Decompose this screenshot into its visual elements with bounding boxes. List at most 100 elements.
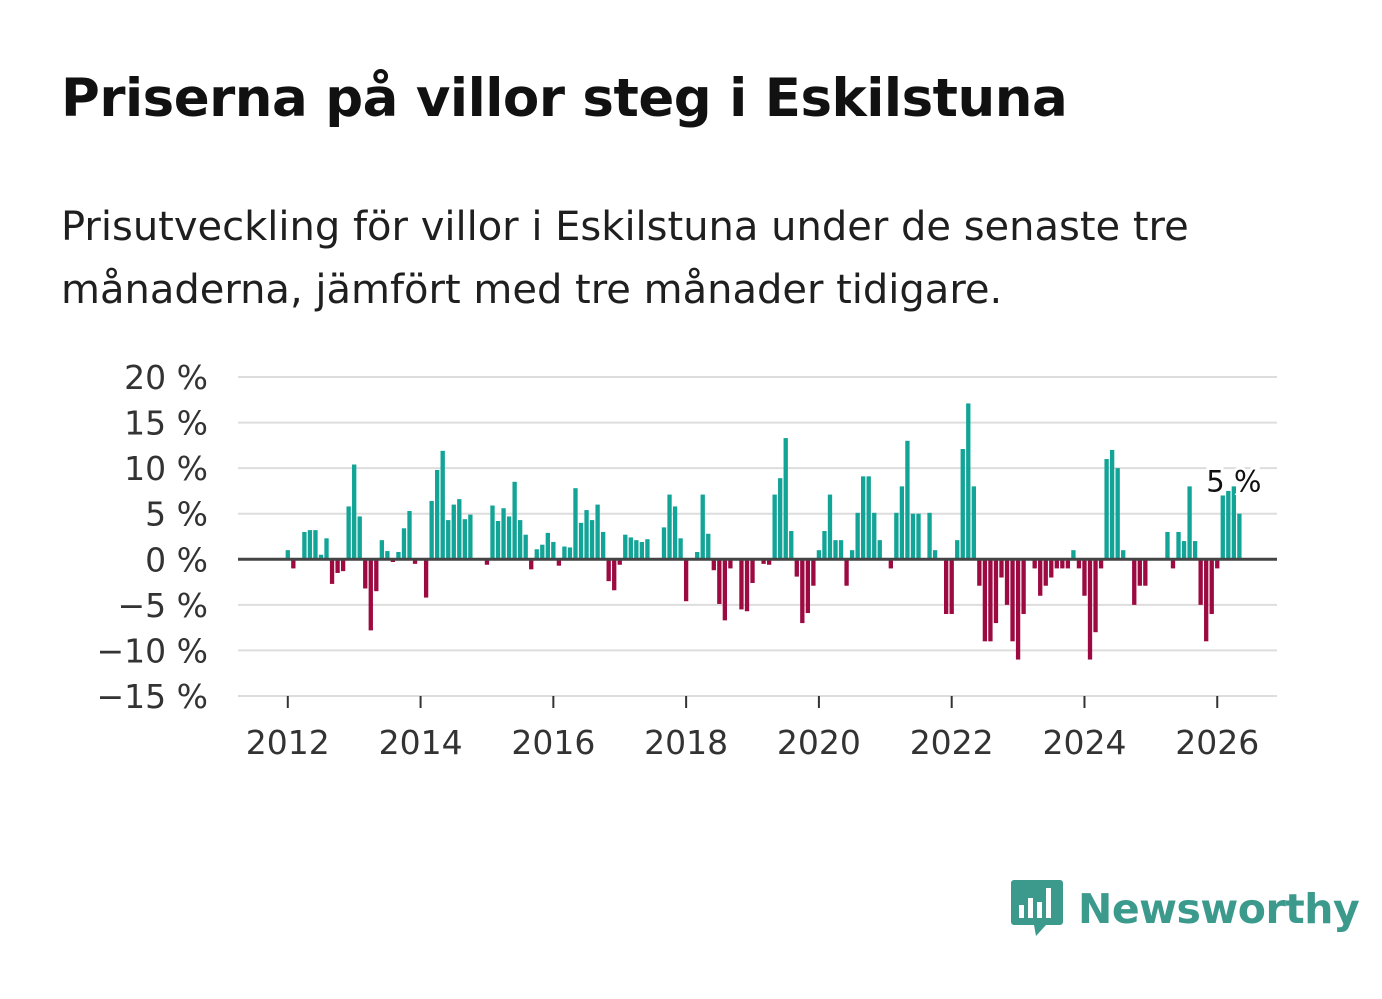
- bar-131: [1010, 559, 1015, 642]
- bar-60: [617, 559, 622, 565]
- bar-169: [1220, 495, 1225, 560]
- x-tick-label: 2020: [777, 723, 861, 762]
- bar-14: [363, 559, 368, 589]
- chart-subtitle: Prisutveckling för villor i Eskilstuna u…: [61, 204, 1189, 313]
- bar-13: [357, 516, 362, 560]
- bar-165: [1198, 559, 1203, 605]
- bar-64: [639, 541, 645, 560]
- bar-40: [506, 516, 512, 560]
- bar-120: [949, 559, 954, 614]
- bar-110: [894, 512, 899, 560]
- bar-65: [645, 539, 650, 560]
- bar-42: [518, 520, 523, 560]
- bar-112: [905, 440, 910, 560]
- bar-41: [512, 481, 517, 560]
- bar-16: [374, 559, 379, 592]
- bar-57: [600, 531, 606, 560]
- bar-148: [1104, 459, 1109, 560]
- bar-140: [1060, 559, 1065, 569]
- x-tick-label: 2024: [1042, 723, 1126, 762]
- annotation-group: 5 %: [1203, 462, 1264, 502]
- bar-4: [307, 530, 313, 560]
- bar-160: [1170, 559, 1176, 569]
- bar-59: [612, 559, 617, 591]
- bar-30: [451, 504, 456, 560]
- bar-9: [335, 559, 340, 573]
- bar-167: [1209, 559, 1214, 614]
- bar-144: [1082, 559, 1087, 596]
- bar-22: [407, 510, 412, 560]
- bar-76: [706, 533, 711, 560]
- y-tick-label: −10 %: [97, 631, 209, 670]
- bar-109: [888, 559, 893, 569]
- bar-94: [805, 559, 811, 614]
- bar-149: [1109, 449, 1115, 560]
- bar-93: [800, 559, 805, 624]
- price-change-chart: 20 %15 %10 %5 %0 %−5 %−10 %−15 % 2012 201…: [97, 358, 1277, 762]
- bar-72: [683, 559, 689, 602]
- bar-147: [1098, 559, 1104, 569]
- bar-132: [1015, 559, 1021, 660]
- bar-52: [573, 488, 578, 560]
- bar-168: [1215, 559, 1220, 569]
- bar-58: [606, 559, 611, 582]
- bar-55: [589, 520, 595, 560]
- bar-31: [457, 499, 462, 560]
- bar-136: [1038, 559, 1043, 596]
- bar-43: [523, 534, 528, 560]
- bar-171: [1231, 486, 1237, 560]
- bar-96: [816, 550, 822, 560]
- bar-75: [700, 494, 705, 560]
- bar-125: [977, 559, 982, 586]
- bar-114: [916, 513, 921, 560]
- bar-166: [1204, 559, 1209, 642]
- bar-172: [1237, 513, 1242, 560]
- bar-141: [1065, 559, 1071, 569]
- bar-71: [678, 538, 683, 560]
- bar-33: [468, 514, 473, 560]
- bar-6: [318, 554, 324, 560]
- bars: [285, 403, 1242, 660]
- bar-32: [462, 519, 467, 560]
- bar-8: [329, 559, 335, 584]
- bar-18: [385, 551, 390, 560]
- bar-63: [634, 540, 639, 560]
- bar-124: [971, 486, 976, 560]
- y-tick-label: −5 %: [118, 586, 209, 625]
- y-tick-label: −15 %: [97, 677, 209, 716]
- bar-21: [401, 528, 407, 560]
- newsworthy-logo: Newsworthy: [1010, 878, 1360, 940]
- bar-62: [628, 537, 633, 560]
- bar-46: [540, 544, 545, 560]
- bar-116: [927, 512, 932, 560]
- x-tick-label: 2022: [910, 723, 994, 762]
- bar-130: [1004, 559, 1010, 605]
- bar-29: [446, 520, 451, 560]
- bar-54: [584, 510, 589, 560]
- bar-68: [661, 527, 667, 560]
- bar-139: [1054, 559, 1059, 569]
- bar-26: [429, 500, 434, 560]
- bar-90: [783, 438, 788, 560]
- x-axis-ticks: 2012 2014 2016 2018 2020 2022 2024 2026: [246, 696, 1259, 762]
- bar-89: [778, 478, 783, 560]
- bar-146: [1093, 559, 1098, 633]
- bar-56: [595, 504, 600, 560]
- bar-44: [529, 559, 534, 570]
- bar-0: [285, 550, 290, 560]
- bar-87: [766, 559, 772, 565]
- bar-159: [1165, 531, 1170, 560]
- bar-48: [551, 541, 556, 560]
- bar-154: [1137, 559, 1142, 586]
- bar-143: [1076, 559, 1082, 569]
- bar-102: [849, 550, 855, 560]
- bar-162: [1181, 541, 1187, 560]
- bar-105: [866, 476, 871, 560]
- bar-133: [1021, 559, 1026, 614]
- x-tick-label: 2026: [1175, 723, 1259, 762]
- bar-84: [750, 559, 755, 583]
- bar-170: [1226, 490, 1231, 560]
- bar-123: [966, 403, 971, 560]
- bar-37: [490, 505, 495, 560]
- bar-99: [833, 540, 838, 560]
